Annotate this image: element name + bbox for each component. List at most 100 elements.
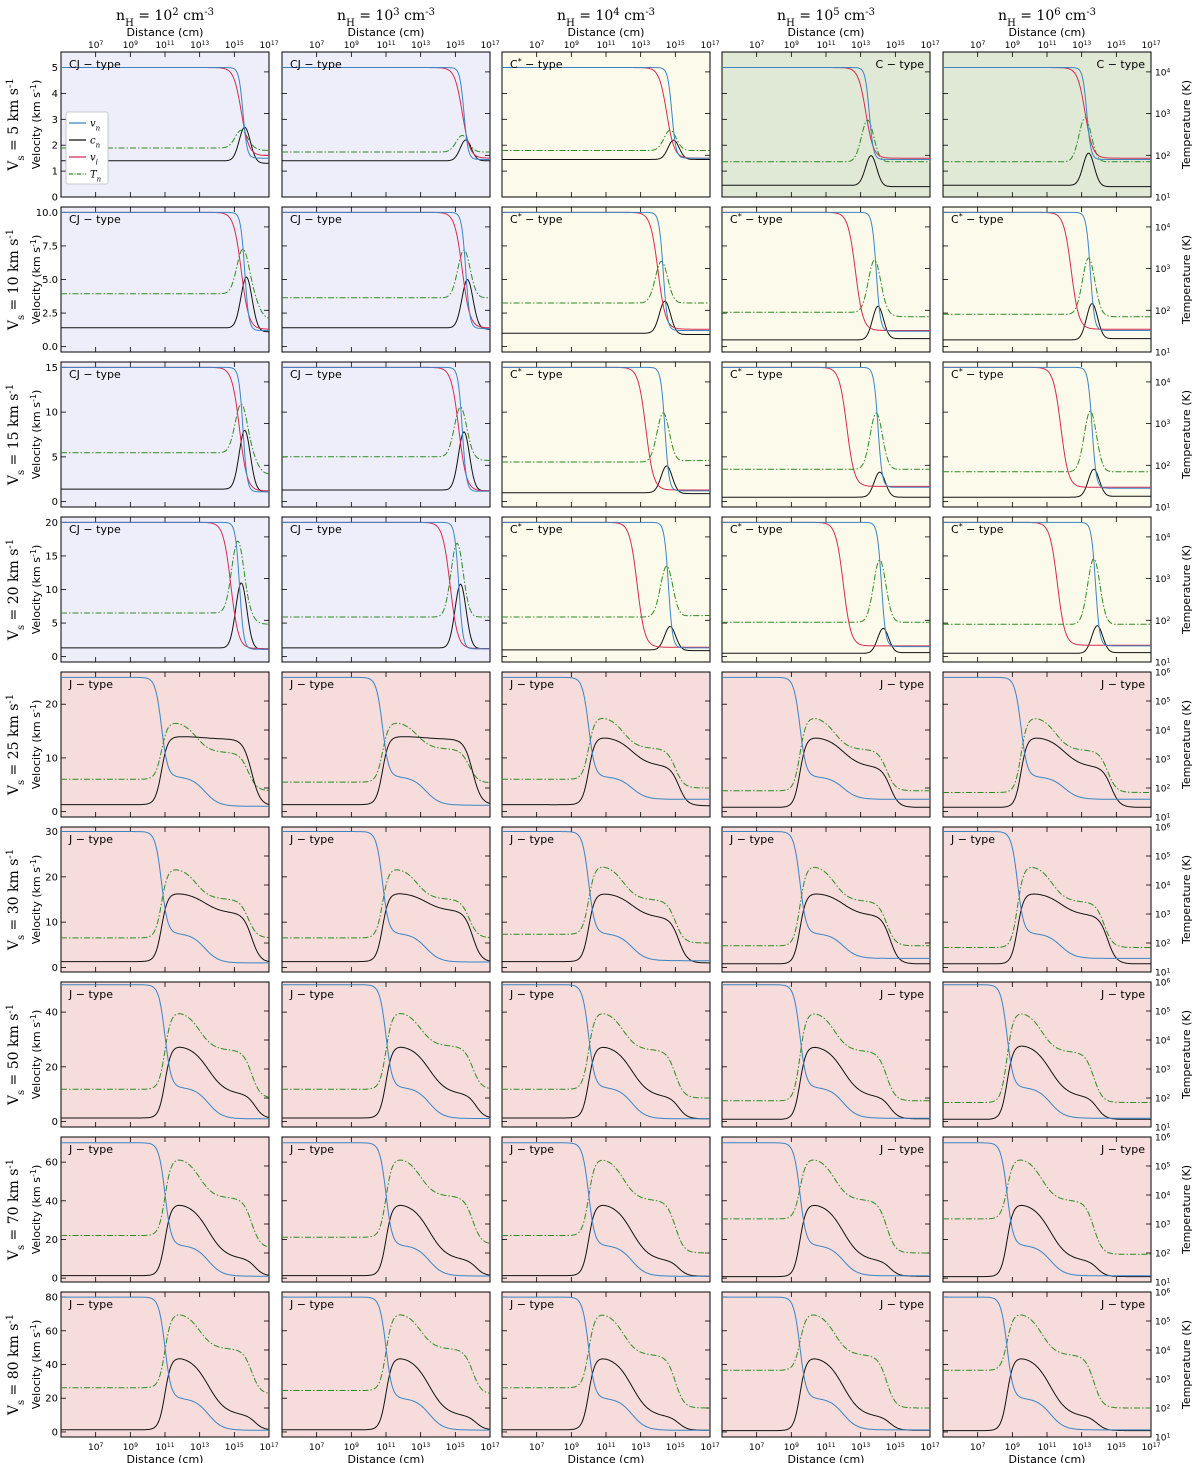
subplot: 0 20 40 60 80 J − type 107 109 1011 1013 1015 1017 D…	[45, 1291, 279, 1463]
subplot-frame	[942, 51, 1152, 198]
tn-line	[61, 403, 270, 475]
shock-type-label: J − type	[289, 678, 334, 691]
top-x-tick-label: 1015	[666, 40, 685, 52]
vn-line	[722, 521, 930, 648]
legend-label: vi	[90, 153, 98, 167]
shock-type-label: J − type	[509, 833, 554, 846]
y-tick-label: 0	[52, 1427, 58, 1438]
subplot: 0 5 10 15 20 CJ − type	[45, 516, 270, 663]
tn-line	[502, 1013, 710, 1099]
shock-type-label: C − type	[1097, 58, 1146, 71]
subplot: CJ − type	[281, 206, 491, 353]
vn-line	[61, 831, 269, 964]
cn-line	[282, 431, 490, 492]
subplot-frame	[281, 206, 491, 353]
y-axis-label: Velocity (km s-1)	[29, 1320, 44, 1410]
shock-type-label: C − type	[876, 58, 925, 71]
shock-type-label: J − type	[289, 988, 334, 1001]
x-tick-label: 1013	[190, 1442, 209, 1454]
right-tick-label: 101	[1155, 1122, 1170, 1134]
x-tick-label: 1017	[480, 1442, 499, 1454]
vn-line	[282, 366, 490, 492]
vn-line	[282, 1142, 490, 1277]
subplot-frame	[721, 206, 931, 353]
subplot-frame	[501, 1291, 711, 1438]
subplot-frame	[942, 981, 1152, 1128]
y-tick-label: 3	[52, 115, 58, 126]
x-tick-label: 1017	[700, 1442, 719, 1454]
x-tick-label: 1015	[225, 1442, 244, 1454]
x-tick-label: 1011	[596, 1442, 615, 1454]
vn-line	[502, 831, 710, 962]
subplot: C* − type	[721, 361, 931, 508]
tn-line	[722, 559, 930, 623]
top-x-tick-label: 107	[309, 40, 324, 52]
y-tick-label: 60	[45, 1158, 58, 1169]
top-x-tick-label: 1017	[920, 40, 939, 52]
top-x-tick-label: 1013	[190, 40, 209, 52]
shock-type-label: J − type	[509, 988, 554, 1001]
temperature-axis-label: Temperature (K)	[1180, 235, 1193, 325]
temperature-axis-label: Temperature (K)	[1180, 1165, 1193, 1255]
subplot-frame	[60, 1291, 270, 1438]
cn-line	[61, 582, 269, 650]
subplot-frame	[721, 361, 931, 508]
cn-line	[943, 1204, 1151, 1278]
vn-line	[502, 1142, 710, 1277]
cn-line	[61, 1204, 270, 1277]
subplot-frame	[501, 981, 711, 1128]
y-tick-label: 5.0	[42, 275, 58, 286]
subplot: J − type	[281, 1136, 491, 1283]
shock-type-label: J − type	[68, 1143, 113, 1156]
right-tick-label: 103	[1155, 419, 1170, 431]
shock-type-label: J − type	[1100, 1298, 1145, 1311]
subplot: 0 10 20 J − type	[45, 671, 270, 818]
cn-line	[943, 303, 1151, 341]
subplot: CJ − type	[281, 516, 491, 663]
subplot: J − type 107 109 1011 1013 1015 1017 Distance (…	[281, 1291, 500, 1463]
temperature-axis-label: Temperature (K)	[1180, 390, 1193, 480]
y-tick-label: 0	[52, 652, 58, 663]
tn-line	[502, 1314, 710, 1409]
cn-line	[502, 893, 710, 964]
vn-line	[502, 366, 710, 492]
subplot: 0 10 20 30 J − type	[45, 826, 270, 974]
subplot: C* − type	[721, 516, 931, 663]
vn-line	[943, 366, 1151, 489]
subplot-frame	[942, 361, 1152, 508]
subplot-frame	[942, 671, 1152, 818]
vn-line	[502, 211, 710, 331]
cn-line	[722, 627, 930, 654]
x-tick-label: 1011	[1037, 1442, 1056, 1454]
right-tick-label: 101	[1155, 502, 1170, 514]
subplot: 101 102 103 104 105 106 J − type	[942, 1132, 1170, 1289]
vn-line	[61, 1296, 269, 1431]
vn-line	[61, 211, 269, 331]
y-axis-label: Velocity (km s-1)	[29, 235, 44, 325]
cn-line	[943, 152, 1151, 188]
subplot: C − type 107 109 1011 1013 1015 1017 Distance (…	[721, 7, 940, 198]
subplot-frame	[501, 361, 711, 508]
subplot: 0 20 40 J − type	[45, 981, 270, 1128]
cn-line	[502, 300, 710, 335]
subplot: J − type	[501, 826, 711, 973]
tn-line	[943, 410, 1151, 473]
subplot: J − type 107 109 1011 1013 1015 1017 Distance (…	[721, 1291, 940, 1463]
shock-type-label: J − type	[509, 1298, 554, 1311]
vn-line	[502, 67, 710, 159]
subplot-frame	[942, 826, 1152, 973]
tn-line	[282, 1159, 491, 1244]
subplot: C* − type 107 109 1011 1013 1015 1017 Distance …	[501, 7, 720, 198]
y-tick-label: 4	[52, 89, 58, 100]
tn-line	[61, 869, 270, 939]
x-axis-label: Distance (cm)	[1009, 1453, 1086, 1463]
column-header: nH = 106 cm-3	[998, 7, 1096, 29]
row-label: Vs = 15 km s-1	[5, 384, 27, 486]
shock-type-label: C* − type	[730, 522, 783, 537]
tn-line	[282, 249, 490, 299]
row-label: Vs = 80 km s-1	[5, 1314, 27, 1416]
subplot-frame	[281, 1136, 491, 1283]
right-tick-label: 102	[1155, 938, 1170, 950]
right-tick-label: 106	[1155, 667, 1170, 679]
subplot-frame	[721, 516, 931, 663]
